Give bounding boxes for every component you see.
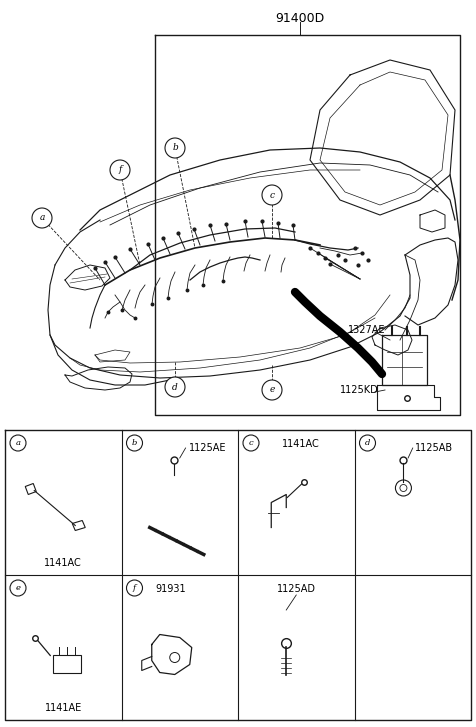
Circle shape — [110, 160, 130, 180]
Text: 1327AE: 1327AE — [348, 325, 386, 335]
Circle shape — [32, 208, 52, 228]
Text: f: f — [119, 166, 122, 174]
Circle shape — [165, 377, 185, 397]
Text: c: c — [269, 190, 275, 199]
Text: 91400D: 91400D — [276, 12, 325, 25]
Circle shape — [10, 580, 26, 596]
Polygon shape — [25, 483, 36, 494]
Circle shape — [262, 185, 282, 205]
Text: 1125AE: 1125AE — [189, 443, 227, 453]
Text: 1141AE: 1141AE — [45, 703, 82, 713]
Circle shape — [10, 435, 26, 451]
Circle shape — [127, 435, 142, 451]
Text: 1125AB: 1125AB — [415, 443, 453, 453]
Text: 1141AC: 1141AC — [44, 558, 82, 568]
Text: f: f — [133, 584, 136, 592]
Text: 1125AD: 1125AD — [277, 584, 316, 594]
Text: b: b — [172, 143, 178, 153]
Circle shape — [243, 435, 259, 451]
Text: e: e — [16, 584, 20, 592]
Circle shape — [165, 138, 185, 158]
Text: 1141AC: 1141AC — [282, 439, 320, 449]
Circle shape — [127, 580, 142, 596]
Text: b: b — [132, 439, 137, 447]
Text: d: d — [365, 439, 370, 447]
Text: 91931: 91931 — [155, 584, 186, 594]
Text: a: a — [40, 214, 45, 222]
Text: d: d — [172, 382, 178, 392]
Circle shape — [359, 435, 376, 451]
Text: e: e — [269, 385, 275, 395]
Text: a: a — [16, 439, 20, 447]
Text: c: c — [248, 439, 253, 447]
Bar — [53, 654, 81, 672]
Text: 1125KD: 1125KD — [340, 385, 379, 395]
Circle shape — [262, 380, 282, 400]
Polygon shape — [72, 521, 85, 531]
